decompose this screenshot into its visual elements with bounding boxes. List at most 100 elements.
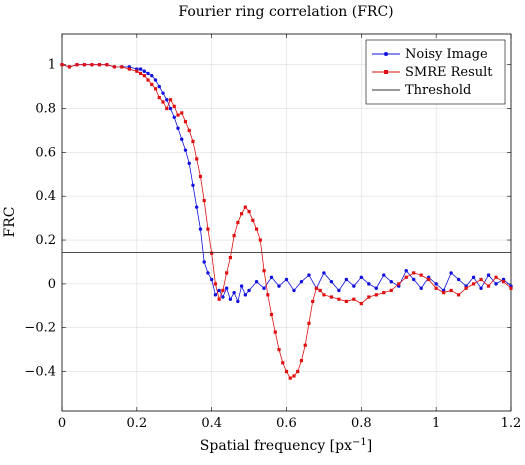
noisy-image-point	[284, 277, 289, 282]
smre-result-point	[397, 282, 401, 286]
smre-result-point	[457, 293, 461, 297]
noisy-image-point	[150, 73, 154, 78]
smre-result-point	[277, 348, 281, 352]
smre-result-point	[269, 312, 274, 317]
smre-result-point	[153, 87, 158, 91]
smre-result-point	[359, 301, 363, 306]
smre-result-point	[82, 63, 87, 67]
noisy-image-point	[269, 275, 274, 279]
noisy-image-point	[198, 227, 203, 231]
smre-result-point	[206, 227, 210, 231]
noisy-image-point	[277, 284, 281, 288]
smre-result-point	[258, 238, 262, 242]
y-tick-label: 0.6	[35, 145, 56, 160]
y-axis-title: FRC	[2, 207, 18, 238]
noisy-image-point	[221, 295, 225, 299]
smre-result-point	[251, 218, 255, 222]
noisy-image-point	[206, 271, 210, 275]
smre-result-point	[105, 63, 109, 67]
smre-result-point	[157, 95, 161, 100]
noisy-image-point	[232, 290, 236, 295]
smre-result-point	[112, 65, 116, 69]
noisy-image-point	[471, 275, 476, 279]
noisy-image-point	[486, 273, 491, 277]
noisy-image-point	[239, 284, 244, 288]
noisy-image-point	[352, 284, 356, 288]
noisy-image-point	[456, 277, 461, 282]
noisy-image-point	[165, 98, 169, 102]
x-tick-label: 0.4	[201, 416, 222, 431]
smre-result-point	[198, 174, 203, 179]
x-tick-label: 1.2	[501, 416, 522, 431]
smre-result-point	[168, 98, 173, 102]
legend-label-threshold: Threshold	[405, 83, 471, 98]
noisy-image-point	[172, 115, 176, 119]
noisy-image-point	[138, 67, 143, 71]
legend-label-noisy-image: Noisy Image	[405, 47, 488, 62]
noisy-image-point	[157, 84, 161, 89]
noisy-image-point	[254, 279, 259, 284]
smre-result-point	[60, 63, 64, 67]
noisy-image-point	[168, 106, 173, 111]
smre-result-point	[146, 78, 150, 82]
smre-result-point	[221, 288, 225, 293]
smre-result-point	[311, 299, 315, 304]
legend-label-smre-result: SMRE Result	[405, 65, 493, 80]
y-tick-label: −0.2	[24, 321, 56, 336]
noisy-image-point	[389, 279, 393, 284]
smre-result-point	[213, 282, 218, 286]
noisy-image-point	[153, 78, 158, 82]
noisy-image-point	[262, 286, 266, 290]
noisy-image-point	[419, 286, 423, 290]
y-tick-label: 0.4	[35, 189, 56, 204]
noisy-image-point	[322, 271, 326, 275]
noisy-image-point	[236, 299, 240, 304]
smre-result-point	[228, 255, 232, 260]
noisy-image-point	[382, 273, 386, 277]
smre-result-point	[187, 128, 191, 133]
y-tick-label: 0.8	[35, 102, 56, 117]
smre-result-point	[217, 297, 221, 301]
x-tick-label: 0.6	[276, 416, 297, 431]
smre-result-point	[382, 291, 386, 295]
smre-result-point	[307, 321, 311, 325]
smre-result-point	[337, 297, 341, 301]
smre-result-point	[176, 113, 180, 117]
smre-result-point	[266, 293, 270, 297]
smre-result-point	[284, 369, 289, 374]
smre-result-point	[240, 212, 244, 216]
noisy-image-point	[180, 137, 184, 141]
smre-result-point	[494, 275, 498, 279]
noisy-image-point	[337, 288, 341, 293]
smre-result-point	[180, 111, 184, 115]
x-tick-label: 1	[432, 416, 440, 431]
legend-marker-noisy-image	[384, 52, 388, 56]
smre-result-point	[299, 358, 304, 363]
smre-result-point	[404, 275, 408, 279]
smre-result-point	[183, 120, 188, 124]
smre-result-point	[210, 251, 214, 255]
smre-result-point	[464, 286, 468, 290]
noisy-image-point	[202, 260, 206, 264]
smre-result-point	[303, 343, 307, 347]
axis-ticks: 0 0.2 0.4 0.6 0.8 1 1.2 −0.4 −0.2 0 0.2 0.4 0.6 0.8 1	[24, 34, 521, 431]
smre-result-point	[97, 63, 102, 67]
smre-result-point	[427, 277, 431, 282]
y-tick-label: 1	[48, 58, 56, 73]
smre-result-point	[314, 286, 319, 290]
smre-result-point	[292, 374, 296, 378]
smre-result-point	[120, 65, 124, 69]
noisy-image-point	[142, 69, 147, 73]
noisy-image-point	[412, 277, 416, 282]
noisy-image-point	[434, 282, 438, 286]
noisy-image-point	[191, 183, 195, 187]
smre-result-point	[374, 293, 378, 297]
noisy-image-point	[176, 126, 180, 130]
smre-result-point	[419, 273, 423, 277]
smre-result-point	[191, 139, 195, 144]
smre-result-point	[67, 65, 72, 69]
smre-result-point	[172, 104, 176, 108]
y-tick-label: 0.2	[35, 233, 56, 248]
